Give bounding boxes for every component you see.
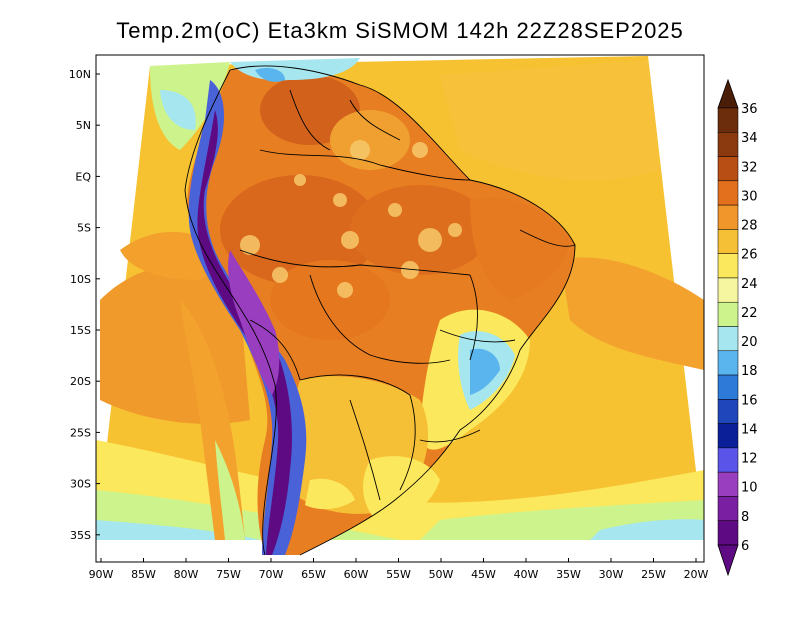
colorbar-label: 28 xyxy=(741,219,758,234)
lon-tick-label: 90W xyxy=(89,568,114,581)
lat-tick-label: 25S xyxy=(70,426,91,439)
lon-tick-label: 80W xyxy=(174,568,199,581)
colorbar-label: 30 xyxy=(741,189,758,204)
temperature-field xyxy=(96,55,704,562)
lon-tick-label: 35W xyxy=(556,568,581,581)
colorbar-top-arrow xyxy=(717,78,739,109)
colorbar-swatch xyxy=(717,520,739,546)
longitude-axis: 90W 85W 80W 75W 70W 65W 60W 55W 50W 45W 40W 35W 30W 2… xyxy=(89,558,709,581)
lon-tick-label: 65W xyxy=(301,568,326,581)
colorbar-swatch xyxy=(717,374,739,400)
colorbar-label: 10 xyxy=(741,481,758,496)
colorbar-label: 26 xyxy=(741,248,758,263)
colorbar-label: 18 xyxy=(741,364,758,379)
map-frame xyxy=(95,54,705,563)
lon-tick-label: 50W xyxy=(429,568,454,581)
colorbar-swatch xyxy=(717,423,739,449)
lat-tick-label: EQ xyxy=(75,170,91,183)
colorbar-label: 22 xyxy=(741,306,758,321)
colorbar-label: 20 xyxy=(741,335,758,350)
colorbar-label: 12 xyxy=(741,452,758,467)
lat-tick-label: 35S xyxy=(70,529,91,542)
colorbar-bottom-arrow xyxy=(717,544,739,577)
lat-tick-label: 10S xyxy=(70,273,91,286)
colorbar: 36 34 32 30 28 26 24 22 20 18 16 14 12 10 8 6 xyxy=(717,78,758,577)
colorbar-swatch xyxy=(717,180,739,206)
lon-tick-label: 20W xyxy=(684,568,709,581)
colorbar-swatch xyxy=(717,301,739,327)
lat-tick-label: 10N xyxy=(69,68,91,81)
colorbar-swatch xyxy=(717,253,739,279)
colorbar-swatch xyxy=(717,496,739,521)
lon-tick-label: 85W xyxy=(131,568,156,581)
lat-tick-label: 5S xyxy=(77,222,91,235)
colorbar-swatch xyxy=(717,399,739,424)
colorbar-swatch xyxy=(717,447,739,473)
lat-tick-label: 30S xyxy=(70,478,91,491)
lon-tick-label: 60W xyxy=(344,568,369,581)
colorbar-label: 34 xyxy=(741,131,758,146)
political-borders xyxy=(184,65,576,556)
lon-tick-label: 70W xyxy=(259,568,284,581)
lat-tick-label: 20S xyxy=(70,375,91,388)
colorbar-swatch xyxy=(717,156,739,182)
colorbar-swatch xyxy=(717,350,739,376)
colorbar-swatch xyxy=(717,326,739,352)
lat-tick-label: 15S xyxy=(70,324,91,337)
colorbar-swatch xyxy=(717,204,739,230)
latitude-axis: 10N 5N EQ 5S 10S 15S 20S 25S 30S 35S xyxy=(69,68,100,542)
colorbar-swatch xyxy=(717,107,739,133)
lat-tick-label: 5N xyxy=(76,119,91,132)
lon-tick-label: 55W xyxy=(386,568,411,581)
colorbar-label: 16 xyxy=(741,393,758,408)
colorbar-label: 14 xyxy=(741,422,758,437)
lon-tick-label: 75W xyxy=(216,568,241,581)
colorbar-swatch xyxy=(717,229,739,254)
colorbar-label: 36 xyxy=(741,102,758,117)
colorbar-label: 8 xyxy=(741,510,749,525)
lon-tick-label: 40W xyxy=(514,568,539,581)
colorbar-swatch xyxy=(717,132,739,157)
lon-tick-label: 30W xyxy=(599,568,624,581)
lon-tick-label: 25W xyxy=(641,568,666,581)
lon-tick-label: 45W xyxy=(471,568,496,581)
colorbar-swatch xyxy=(717,471,739,497)
colorbar-label: 6 xyxy=(741,539,749,554)
colorbar-swatch xyxy=(717,277,739,303)
colorbar-label: 24 xyxy=(741,277,758,292)
map-title: Temp.2m(oC) Eta3km SiSMOM 142h 22Z28SEP2… xyxy=(116,18,684,43)
colorbar-label: 32 xyxy=(741,160,758,175)
